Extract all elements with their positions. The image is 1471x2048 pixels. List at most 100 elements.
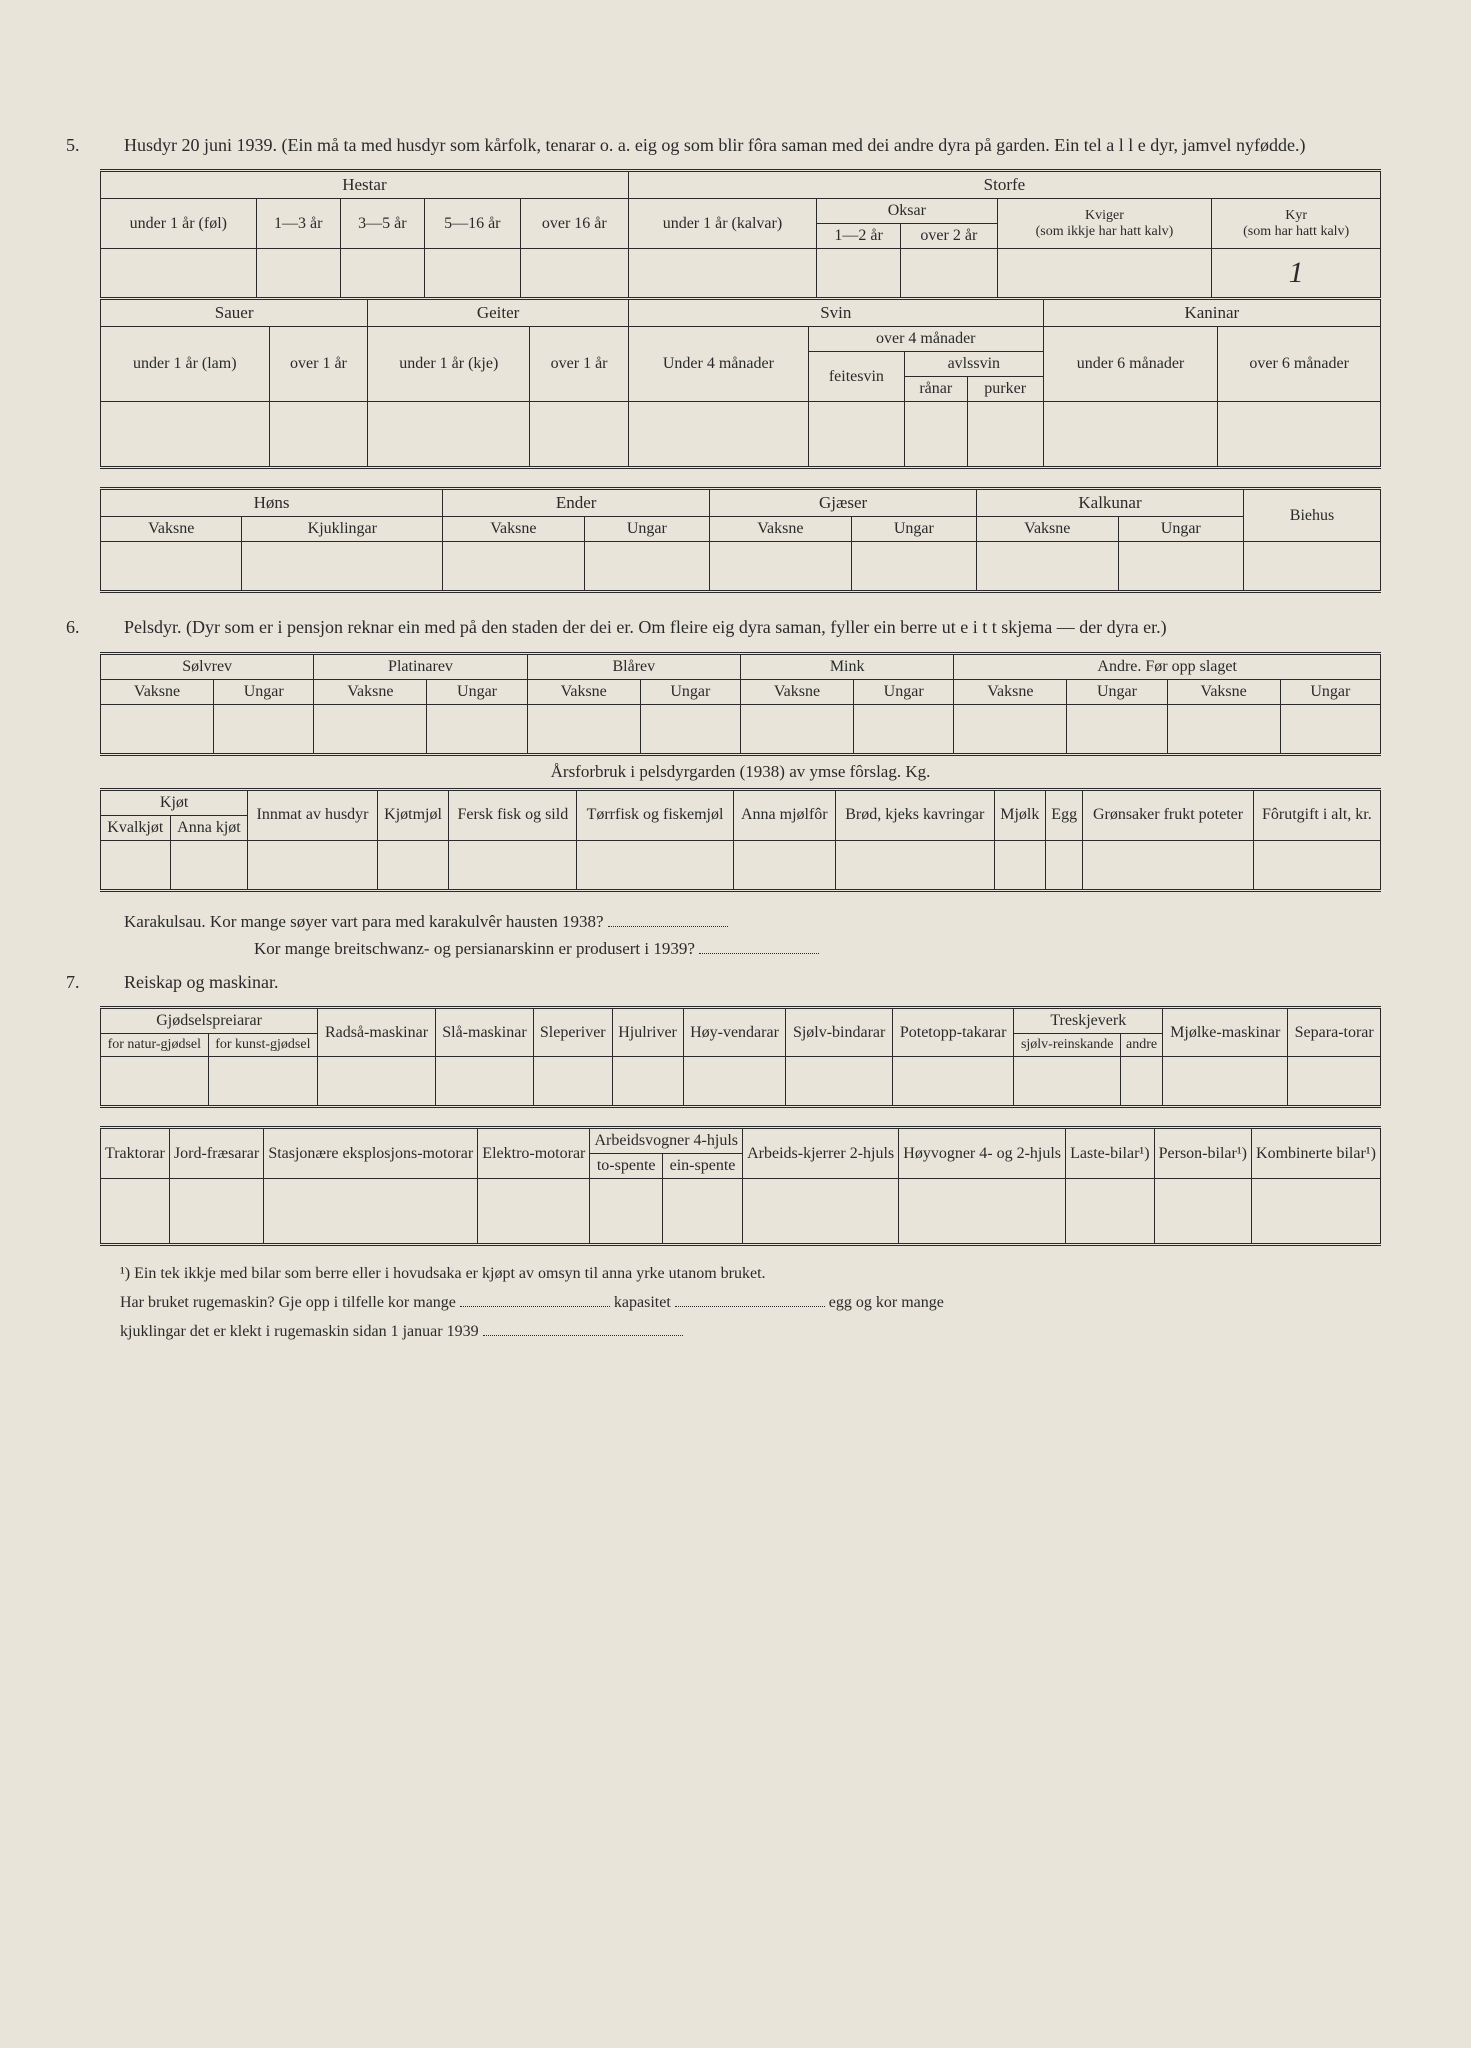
- cell[interactable]: [954, 704, 1067, 754]
- cell[interactable]: [101, 840, 171, 890]
- cell[interactable]: [997, 249, 1212, 299]
- cell[interactable]: [786, 1057, 893, 1107]
- cell[interactable]: [577, 840, 733, 890]
- cell[interactable]: [836, 840, 995, 890]
- cell[interactable]: [449, 840, 577, 890]
- cell[interactable]: [733, 840, 835, 890]
- cell[interactable]: [901, 249, 997, 299]
- cell[interactable]: [340, 249, 424, 299]
- cell[interactable]: [101, 402, 270, 468]
- cell[interactable]: [904, 402, 967, 468]
- cell[interactable]: [1251, 1179, 1380, 1245]
- col: Laste-bilar¹): [1066, 1128, 1154, 1179]
- col: Elektro-motorar: [478, 1128, 590, 1179]
- cell[interactable]: [740, 704, 853, 754]
- cell[interactable]: [1244, 542, 1381, 592]
- cell-kyr[interactable]: 1: [1212, 249, 1381, 299]
- cell[interactable]: [242, 542, 443, 592]
- cell[interactable]: [478, 1179, 590, 1245]
- blank[interactable]: [608, 926, 728, 927]
- cell[interactable]: [1043, 402, 1218, 468]
- cell[interactable]: [424, 249, 520, 299]
- cell[interactable]: [817, 249, 901, 299]
- cell[interactable]: [1046, 840, 1083, 890]
- col-geiter-over1: over 1 år: [530, 327, 629, 402]
- cell[interactable]: [169, 1179, 263, 1245]
- cell[interactable]: [101, 249, 257, 299]
- cell[interactable]: [851, 542, 976, 592]
- cell[interactable]: [269, 402, 368, 468]
- cell[interactable]: [435, 1057, 533, 1107]
- cell[interactable]: [1067, 704, 1167, 754]
- cell[interactable]: [1167, 704, 1280, 754]
- cell[interactable]: [612, 1057, 683, 1107]
- col: Ungar: [1118, 517, 1243, 542]
- cell[interactable]: [1066, 1179, 1154, 1245]
- cell[interactable]: [534, 1057, 613, 1107]
- cell[interactable]: [1288, 1057, 1381, 1107]
- cell[interactable]: [683, 1057, 786, 1107]
- col: Kjuklingar: [242, 517, 443, 542]
- col: Vaksne: [101, 679, 214, 704]
- cell[interactable]: [1014, 1057, 1121, 1107]
- cell[interactable]: [710, 542, 851, 592]
- cell[interactable]: [377, 840, 449, 890]
- cell[interactable]: [854, 704, 954, 754]
- cell[interactable]: [743, 1179, 899, 1245]
- cell[interactable]: [170, 840, 248, 890]
- cell[interactable]: [977, 542, 1118, 592]
- footnote-q-c: egg og kor mange: [829, 1294, 944, 1311]
- cell[interactable]: [994, 840, 1046, 890]
- cell[interactable]: [892, 1057, 1013, 1107]
- table-reiskap-1: Gjødselspreiarar Radså-maskinar Slå-mask…: [100, 1006, 1381, 1108]
- cell[interactable]: [214, 704, 314, 754]
- cell[interactable]: [662, 1179, 742, 1245]
- cell[interactable]: [1163, 1057, 1288, 1107]
- cell[interactable]: [520, 249, 628, 299]
- cell[interactable]: [443, 542, 584, 592]
- blank[interactable]: [699, 953, 819, 954]
- cell[interactable]: [628, 402, 808, 468]
- form-page: 5.Husdyr 20 juni 1939. (Ein må ta med hu…: [0, 0, 1471, 2048]
- cell[interactable]: [1280, 704, 1380, 754]
- cell[interactable]: [1121, 1057, 1163, 1107]
- cell[interactable]: [368, 402, 530, 468]
- cell[interactable]: [527, 704, 640, 754]
- cell[interactable]: [256, 249, 340, 299]
- cell[interactable]: [1118, 542, 1243, 592]
- cell[interactable]: [899, 1179, 1066, 1245]
- cell[interactable]: [808, 402, 904, 468]
- cell[interactable]: [640, 704, 740, 754]
- cell[interactable]: [530, 402, 629, 468]
- cell[interactable]: [248, 840, 378, 890]
- cell[interactable]: [101, 1057, 209, 1107]
- cell[interactable]: [264, 1179, 478, 1245]
- cell[interactable]: [1154, 1179, 1251, 1245]
- geiter-group: Geiter: [368, 300, 629, 327]
- cell[interactable]: [101, 704, 214, 754]
- cell[interactable]: [967, 402, 1043, 468]
- storfe-group: Storfe: [628, 171, 1380, 199]
- blank[interactable]: [675, 1306, 825, 1307]
- cell[interactable]: [314, 704, 427, 754]
- col-kyr: Kyr(som har hatt kalv): [1212, 199, 1381, 249]
- table-arsforbruk: Kjøt Innmat av husdyr Kjøtmjøl Fersk fis…: [100, 788, 1381, 892]
- cell[interactable]: [101, 542, 242, 592]
- cell[interactable]: [1083, 840, 1253, 890]
- cell[interactable]: [584, 542, 709, 592]
- col: Sjølv-bindarar: [786, 1008, 893, 1057]
- blank[interactable]: [483, 1335, 683, 1336]
- cell[interactable]: [318, 1057, 436, 1107]
- col-1-3: 1—3 år: [256, 199, 340, 249]
- blank[interactable]: [460, 1306, 610, 1307]
- col: Sleperiver: [534, 1008, 613, 1057]
- cell[interactable]: [628, 249, 816, 299]
- cell[interactable]: [208, 1057, 318, 1107]
- cell[interactable]: [1218, 402, 1381, 468]
- col-fol: under 1 år (føl): [101, 199, 257, 249]
- cell[interactable]: [590, 1179, 663, 1245]
- cell[interactable]: [427, 704, 527, 754]
- cell[interactable]: [1253, 840, 1380, 890]
- cell[interactable]: [101, 1179, 170, 1245]
- table-pelsdyr: Sølvrev Platinarev Blårev Mink Andre. Fø…: [100, 652, 1381, 756]
